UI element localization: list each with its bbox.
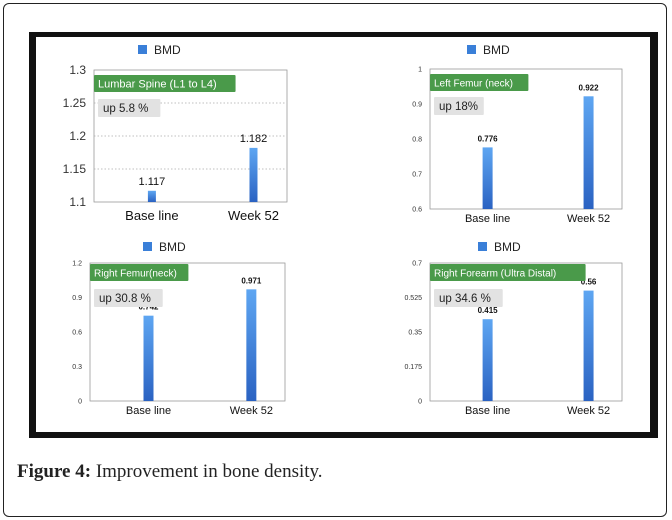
chart1-bar-1 [147, 190, 156, 202]
chart2-bar-2 [583, 96, 594, 209]
chart1-value-label-2: 1.182 [240, 133, 268, 145]
chart3-ytick-label: 0.6 [72, 329, 82, 336]
chart4-category-label-1: Base line [465, 405, 510, 417]
chart3-ytick-label: 1.2 [72, 260, 82, 267]
chart4-change-label: up 34.6 % [439, 293, 491, 305]
chart2-legend-label: BMD [483, 43, 510, 57]
chart4-ytick-label: 0.35 [408, 329, 422, 336]
chart3-legend-label: BMD [159, 240, 186, 254]
chart4-ytick-label: 0.175 [404, 364, 422, 371]
chart4-value-label-1: 0.415 [478, 306, 499, 315]
chart3-value-label-1: 0.742 [138, 303, 159, 312]
chart1-legend-swatch [138, 45, 147, 54]
chart3-bar-2 [246, 289, 257, 401]
charts-svg: BMD 1.1 1.15 1.2 1.25 1.3 1.117 Base line 1.182 W… [63, 43, 623, 417]
chart4-ytick-label: 0 [418, 398, 422, 405]
chart2-legend-swatch [467, 45, 476, 54]
chart2-change-label: up 18% [439, 101, 478, 113]
chart3-change-label: up 30.8 % [99, 293, 151, 305]
chart4-category-label-2: Week 52 [567, 405, 610, 417]
chart2-ytick-label: 0.6 [412, 206, 422, 213]
caption-text: Improvement in bone density. [95, 461, 323, 482]
chart3-plot-frame [89, 262, 286, 402]
chart1-category-label-1: Base line [125, 208, 178, 223]
chart4-value-label-2: 0.56 [581, 278, 597, 287]
chart3-category-label-1: Base line [126, 405, 171, 417]
chart4-legend-label: BMD [494, 240, 521, 254]
chart3-change-box [94, 289, 163, 307]
chart2-ytick-label: 0.9 [412, 101, 422, 108]
figure-frame [3, 3, 667, 517]
chart4-plot-frame [429, 262, 623, 402]
chart1-category-label-2: Week 52 [228, 208, 279, 223]
chart2-change-box [434, 97, 484, 115]
chart4-bar-1 [482, 319, 493, 401]
chart4-change-box [434, 289, 503, 307]
chart1-ytick-label: 1.3 [69, 63, 86, 77]
chart2-ytick-label: 1 [418, 66, 422, 73]
chart1-value-label-1: 1.117 [139, 176, 166, 188]
chart3-ytick-label: 0.9 [72, 295, 82, 302]
chart2-category-label-2: Week 52 [567, 213, 610, 225]
chart2-bar-1 [482, 147, 493, 209]
chart4-legend-swatch [478, 242, 487, 251]
chart2-site-label: Left Femur (neck) [434, 79, 513, 90]
chart4-ytick-label: 0.7 [412, 260, 422, 267]
caption-label: Figure 4: [17, 461, 92, 482]
chart3-legend-swatch [143, 242, 152, 251]
chart3-value-label-2: 0.971 [241, 276, 262, 285]
figure-image: BMD 1.1 1.15 1.2 1.25 1.3 1.117 Base line 1.182 W… [36, 37, 650, 432]
chart3-bar-1 [143, 315, 154, 401]
chart1-ytick-label: 1.25 [63, 96, 87, 110]
chart2-ytick-label: 0.7 [412, 171, 422, 178]
chart1-change-box [98, 99, 161, 117]
chart3-ytick-label: 0 [78, 398, 82, 405]
chart1-ytick-label: 1.2 [69, 129, 86, 143]
chart3-category-label-2: Week 52 [230, 405, 273, 417]
chart2-site-label-box [430, 74, 529, 91]
chart1-bar-2 [249, 147, 258, 202]
chart4-site-label-box [430, 264, 586, 281]
figure-caption: Figure 4: Improvement in bone density. [17, 461, 323, 483]
chart4-bar-2 [583, 290, 594, 401]
chart1-change-label: up 5.8 % [103, 103, 148, 115]
chart1-site-label: Lumbar Spine (L1 to L4) [98, 79, 217, 91]
chart2-value-label-1: 0.776 [478, 134, 499, 143]
chart4-site-label: Right Forearm (Ultra Distal) [434, 269, 556, 280]
chart2-category-label-1: Base line [465, 213, 510, 225]
chart2-plot-frame [429, 68, 623, 210]
chart4-ytick-label: 0.525 [404, 295, 422, 302]
chart3-ytick-label: 0.3 [72, 364, 82, 371]
chart3-site-label: Right Femur(neck) [94, 269, 177, 280]
chart1-ytick-label: 1.1 [69, 195, 86, 209]
chart2-ytick-label: 0.8 [412, 136, 422, 143]
chart3-site-label-box [90, 264, 189, 281]
chart2-value-label-2: 0.922 [579, 83, 600, 92]
chart1-ytick-label: 1.15 [63, 162, 87, 176]
chart1-legend-label: BMD [154, 43, 181, 57]
chart1-site-label-box [94, 75, 236, 92]
